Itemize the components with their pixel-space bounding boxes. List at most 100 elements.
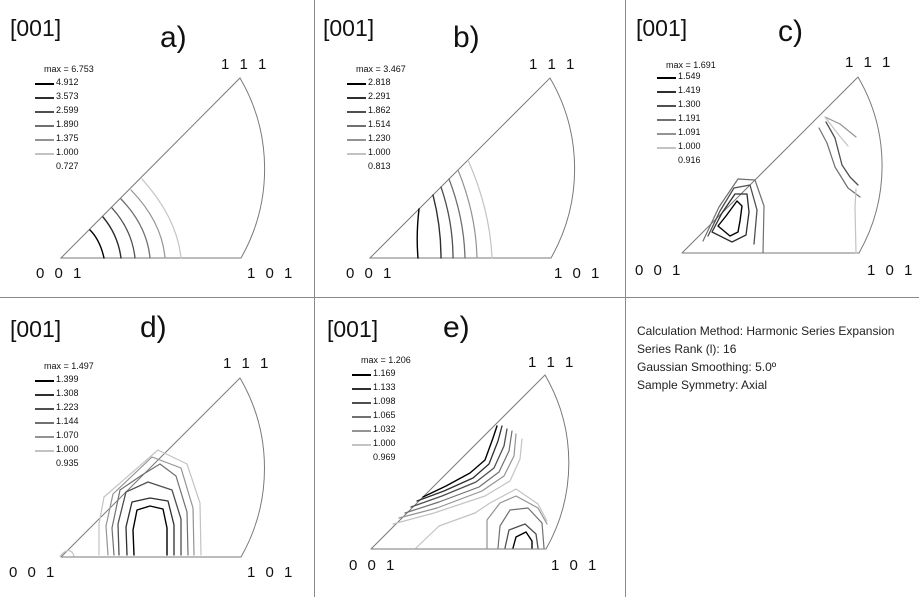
legend-value: 1.514	[368, 119, 391, 129]
panel-letter: c)	[778, 15, 803, 48]
legend-value: 1.419	[678, 85, 701, 95]
vertex-label-101: 1 0 1	[247, 564, 296, 581]
vertex-label-111: 1 1 1	[529, 56, 578, 73]
contour-line	[854, 188, 857, 254]
contour-line	[707, 184, 758, 245]
legend-line-swatch	[347, 153, 366, 155]
contour-line	[711, 193, 750, 243]
legend-line-swatch	[35, 111, 54, 113]
panel-a: [001] a) max = 6.753 4.912 3.573 2.599 1…	[0, 0, 314, 297]
legend-line-swatch	[352, 374, 371, 376]
legend-line-swatch	[35, 450, 54, 452]
vertex-label-001: 0 0 1	[635, 262, 684, 279]
legend-value: 1.065	[373, 410, 396, 420]
contour-line	[89, 229, 105, 259]
legend-line-swatch	[35, 139, 54, 141]
legend-value: 1.000	[368, 147, 391, 157]
legend-line-swatch	[352, 388, 371, 390]
stereographic-triangle	[59, 377, 265, 558]
legend-value: 0.969	[373, 452, 396, 462]
legend-line-swatch	[657, 119, 676, 121]
contour-line	[497, 507, 545, 549]
legend-line-swatch	[657, 147, 676, 149]
legend-line-swatch	[35, 408, 54, 410]
legend-value: 2.818	[368, 77, 391, 87]
panel-c: [001] c) max = 1.691 1.549 1.419 1.300 1…	[626, 0, 919, 297]
contour-line	[125, 497, 175, 556]
legend-value: 1.169	[373, 368, 396, 378]
contour-line	[130, 189, 166, 259]
triangle-outline	[681, 76, 883, 254]
contour-line	[512, 531, 533, 549]
legend-value: 4.912	[56, 77, 79, 87]
legend-line-swatch	[352, 416, 371, 418]
legend-line-swatch	[657, 91, 676, 93]
legend-line-swatch	[347, 83, 366, 85]
vertical-separator-right	[625, 0, 626, 597]
vertex-label-111: 1 1 1	[221, 56, 270, 73]
contour-line	[398, 433, 517, 519]
legend-value: 1.000	[678, 141, 701, 151]
max-label: max = 6.753	[44, 64, 94, 74]
vertex-label-101: 1 0 1	[867, 262, 916, 279]
legend-value: 1.070	[56, 430, 79, 440]
legend-line-swatch	[35, 436, 54, 438]
contour-line	[141, 178, 182, 259]
legend-value: 1.890	[56, 119, 79, 129]
triangle-outline	[370, 374, 570, 550]
legend-line-swatch	[657, 105, 676, 107]
legend-line-swatch	[35, 153, 54, 155]
vertex-label-111: 1 1 1	[845, 54, 894, 71]
legend-value: 1.308	[56, 388, 79, 398]
panel-letter: e)	[443, 311, 470, 344]
contour-line	[132, 505, 168, 556]
triangle-outline	[368, 77, 576, 259]
direction-label: [001]	[636, 15, 688, 41]
direction-label: [001]	[10, 15, 62, 41]
series-rank-text: Series Rank (l): 16	[637, 342, 737, 356]
contour-line	[410, 428, 508, 508]
contour-line	[486, 495, 548, 549]
contour-line	[432, 194, 442, 259]
legend-value: 1.862	[368, 105, 391, 115]
panel-e: [001] e) max = 1.206 1.169 1.133 1.098 1…	[315, 298, 625, 597]
contour-line	[59, 549, 75, 557]
legend-value: 1.375	[56, 133, 79, 143]
contour-line	[717, 200, 743, 237]
legend-line-swatch	[35, 394, 54, 396]
vertex-label-111: 1 1 1	[528, 354, 577, 371]
legend-line-swatch	[657, 133, 676, 135]
direction-label: [001]	[323, 15, 375, 41]
sample-symmetry-text: Sample Symmetry: Axial	[637, 378, 768, 392]
panel-d: [001] d) max = 1.497 1.399 1.308 1.223 1…	[0, 298, 314, 597]
contour-line	[392, 438, 523, 525]
calculation-info: Calculation Method: Harmonic Series Expa…	[637, 322, 894, 394]
contour-line	[416, 208, 420, 259]
contour-line	[702, 178, 765, 254]
legend-value: 1.144	[56, 416, 79, 426]
panel-b: [001] b) max = 3.467 2.818 2.291 1.862 1…	[315, 0, 625, 297]
legend-value: 1.000	[373, 438, 396, 448]
legend-value: 1.000	[56, 147, 79, 157]
vertex-label-001: 0 0 1	[346, 265, 395, 282]
direction-label: [001]	[327, 316, 379, 342]
max-label: max = 1.497	[44, 361, 94, 371]
vertex-label-001: 0 0 1	[9, 564, 58, 581]
contour-line	[467, 159, 493, 259]
stereographic-triangle	[368, 77, 576, 259]
legend-value: 1.191	[678, 113, 701, 123]
panel-letter: a)	[160, 21, 187, 54]
contour-line	[825, 121, 859, 186]
legend-value: 1.549	[678, 71, 701, 81]
max-label: max = 3.467	[356, 64, 406, 74]
legend-value: 1.098	[373, 396, 396, 406]
max-label: max = 1.691	[666, 60, 716, 70]
legend-line-swatch	[35, 380, 54, 382]
legend-line-swatch	[347, 111, 366, 113]
legend-value: 3.573	[56, 91, 79, 101]
legend-value: 0.935	[56, 458, 79, 468]
vertex-label-001: 0 0 1	[349, 557, 398, 574]
legend-line-swatch	[352, 402, 371, 404]
contour-line	[98, 449, 202, 556]
